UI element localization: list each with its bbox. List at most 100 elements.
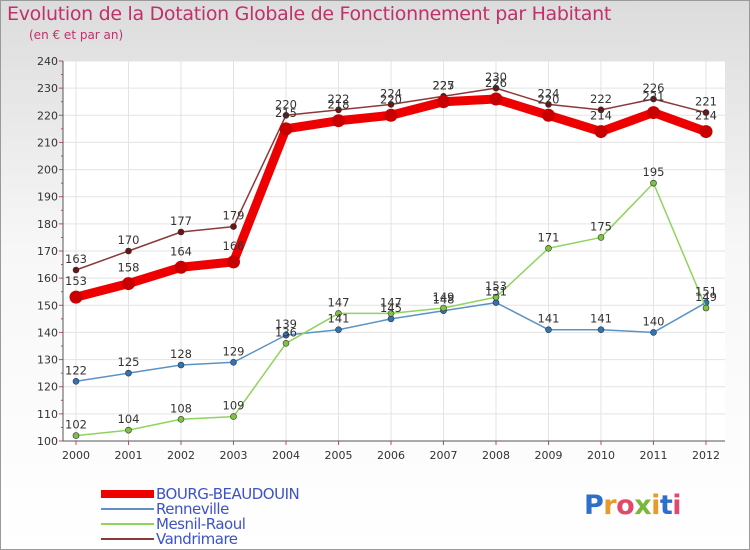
data-point-vandrimare [492, 84, 500, 92]
legend-swatch-renneville [101, 508, 154, 510]
data-label-vandrimare: 222 [590, 92, 612, 106]
y-tick-label: 170 [37, 245, 58, 258]
data-point-vandrimare [282, 111, 290, 119]
legend-swatch-vandrimare [101, 538, 154, 540]
data-label-mesnil-raoul: 136 [275, 325, 297, 339]
y-tick-label: 190 [37, 191, 58, 204]
data-point-vandrimare [335, 106, 342, 114]
y-tick-label: 180 [37, 218, 58, 231]
data-label-mesnil-raoul: 108 [170, 401, 192, 415]
data-point-mesnil-raoul [597, 234, 605, 241]
y-tick-label: 130 [37, 354, 58, 367]
x-tick-label: 2012 [692, 449, 720, 462]
data-point-renneville [492, 299, 500, 306]
data-label-bourg-beaudouin: 218 [328, 98, 350, 112]
x-tick-label: 2011 [640, 449, 668, 462]
data-point-vandrimare [597, 106, 605, 114]
data-point-mesnil-raoul [72, 432, 80, 439]
data-label-bourg-beaudouin: 215 [275, 106, 297, 120]
data-label-mesnil-raoul: 109 [223, 399, 245, 413]
data-label-renneville: 139 [275, 317, 297, 331]
x-tick-label: 2007 [430, 449, 458, 462]
data-point-bourg-beaudouin [542, 108, 555, 122]
data-label-vandrimare: 226 [643, 81, 665, 95]
data-label-mesnil-raoul: 147 [380, 295, 402, 309]
data-label-vandrimare: 179 [223, 209, 245, 223]
data-label-renneville: 128 [170, 347, 192, 361]
x-tick-label: 2002 [167, 449, 195, 462]
data-point-bourg-beaudouin [489, 92, 503, 106]
data-label-mesnil-raoul: 195 [643, 165, 665, 179]
logo-letter: i [651, 490, 660, 521]
legend-label-mesnil-raoul: Mesnil-Raoul [156, 515, 246, 533]
legend-item-vandrimare: Vandrimare [101, 530, 238, 548]
data-point-vandrimare [387, 101, 395, 108]
legend-label-bourg-beaudouin: BOURG-BEAUDOUIN [156, 485, 300, 503]
x-tick-label: 2009 [535, 449, 563, 462]
data-label-vandrimare: 221 [695, 95, 717, 109]
data-label-mesnil-raoul: 102 [65, 418, 87, 432]
data-point-vandrimare [702, 109, 710, 116]
chart-title: Evolution de la Dotation Globale de Fonc… [7, 3, 612, 25]
data-point-renneville [597, 326, 605, 334]
data-label-vandrimare: 224 [380, 86, 402, 100]
data-point-bourg-beaudouin [279, 122, 293, 136]
data-point-bourg-beaudouin [699, 125, 713, 139]
x-tick-label: 2004 [272, 449, 300, 462]
data-label-bourg-beaudouin: 153 [65, 274, 87, 288]
data-point-mesnil-raoul [230, 413, 237, 420]
data-point-mesnil-raoul [440, 304, 447, 312]
data-point-bourg-beaudouin [174, 260, 188, 274]
data-point-renneville [650, 329, 657, 336]
data-label-bourg-beaudouin: 214 [590, 109, 612, 123]
data-label-renneville: 140 [643, 314, 665, 328]
legend-swatch-bourg-beaudouin [101, 490, 154, 498]
data-point-bourg-beaudouin [437, 95, 450, 109]
data-label-renneville: 145 [380, 301, 402, 315]
data-label-mesnil-raoul: 149 [433, 290, 455, 304]
y-tick-label: 140 [37, 326, 58, 339]
data-label-renneville: 151 [485, 285, 507, 299]
data-point-bourg-beaudouin [227, 255, 240, 269]
y-tick-label: 120 [37, 381, 58, 394]
data-point-vandrimare [125, 247, 132, 255]
data-point-renneville [282, 331, 290, 339]
x-tick-label: 2000 [62, 449, 90, 462]
data-label-bourg-beaudouin: 226 [485, 76, 507, 90]
data-label-bourg-beaudouin: 158 [118, 261, 140, 275]
x-tick-label: 2003 [220, 449, 248, 462]
data-point-bourg-beaudouin [122, 277, 135, 291]
data-label-renneville: 151 [695, 285, 717, 299]
legend-label-vandrimare: Vandrimare [156, 530, 238, 548]
data-label-vandrimare: 230 [485, 70, 507, 84]
data-point-mesnil-raoul [125, 426, 132, 434]
logo-letter: i [672, 490, 682, 521]
x-tick-label: 2008 [482, 449, 510, 462]
data-label-renneville: 141 [328, 312, 350, 326]
y-tick-label: 100 [37, 435, 58, 448]
y-tick-label: 150 [37, 299, 58, 312]
data-label-bourg-beaudouin: 225 [433, 79, 455, 93]
data-point-renneville [177, 361, 185, 369]
logo-letter: x [634, 490, 652, 521]
x-tick-label: 2001 [115, 449, 143, 462]
data-label-mesnil-raoul: 104 [118, 412, 140, 426]
data-label-mesnil-raoul: 153 [485, 279, 507, 293]
chart-subtitle: (en € et par an) [29, 28, 124, 42]
data-label-bourg-beaudouin: 166 [223, 239, 245, 253]
data-label-renneville: 141 [538, 312, 560, 326]
data-label-bourg-beaudouin: 220 [538, 92, 560, 106]
data-point-renneville [72, 377, 80, 385]
data-point-bourg-beaudouin [332, 114, 345, 128]
data-label-renneville: 148 [433, 293, 455, 307]
data-point-renneville [230, 358, 237, 366]
proxiti-logo: Proxiti [584, 490, 682, 521]
data-point-mesnil-raoul [177, 415, 185, 423]
data-label-vandrimare: 163 [65, 252, 87, 266]
data-point-mesnil-raoul [282, 339, 290, 347]
data-point-renneville [387, 315, 395, 323]
y-tick-label: 220 [37, 109, 58, 122]
y-tick-label: 230 [37, 82, 58, 95]
